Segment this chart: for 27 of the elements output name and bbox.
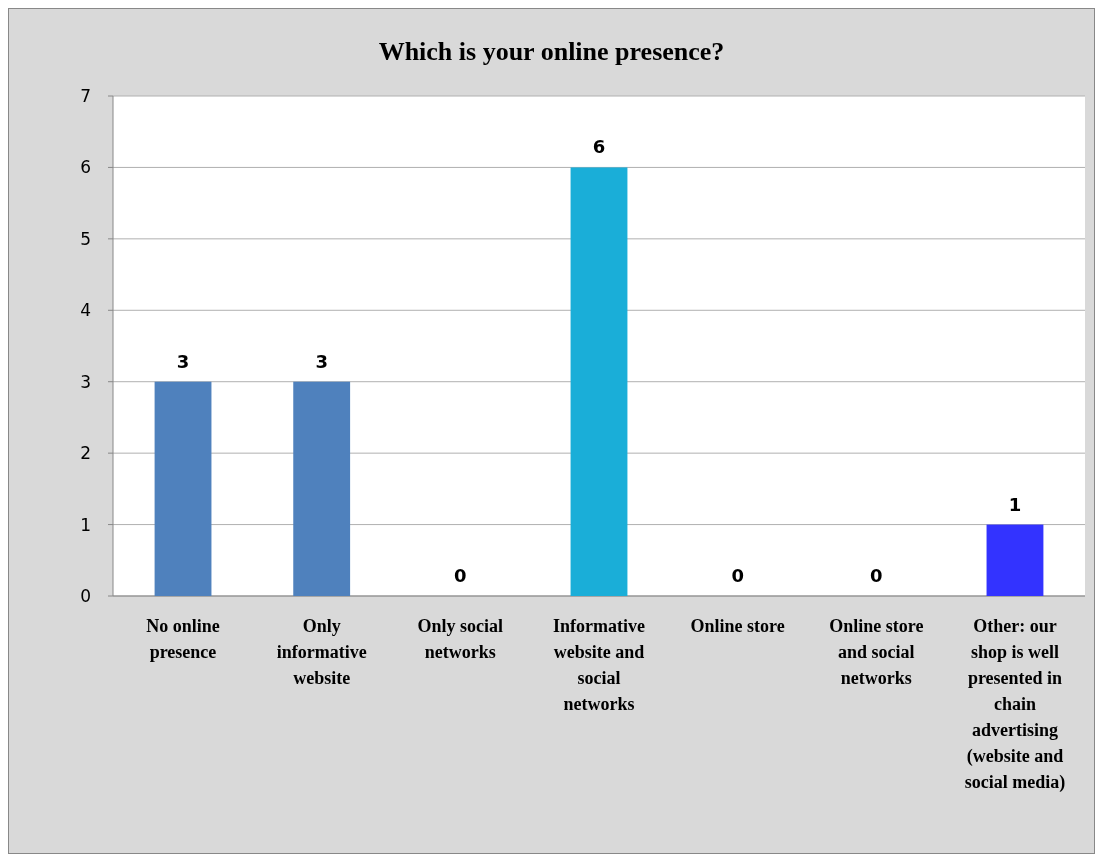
data-label: 0 — [454, 565, 467, 586]
x-tick-label: Only social networks — [417, 616, 504, 662]
data-label: 6 — [592, 136, 606, 158]
bar — [570, 167, 628, 596]
x-tick-label: Online store — [690, 616, 785, 636]
x-tick-label: Other: our shop is well presented in chain advertising (website and social media) — [964, 616, 1066, 793]
x-tick-label: Online store and social networks — [829, 616, 924, 688]
data-label: 3 — [315, 350, 328, 372]
y-tick-label: 3 — [80, 371, 91, 392]
x-tick-label: No online presence — [146, 616, 220, 662]
y-tick-label: 7 — [80, 85, 91, 106]
bar — [986, 524, 1044, 596]
y-tick-label: 5 — [80, 228, 91, 249]
bar — [293, 381, 351, 596]
y-tick-label: 2 — [80, 443, 91, 464]
x-tick-label: Informative website and social networks — [553, 616, 645, 714]
data-label: 0 — [731, 565, 744, 586]
x-tick-label: Only informative website — [276, 616, 367, 688]
data-label: 0 — [870, 565, 883, 586]
y-tick-label: 6 — [80, 157, 91, 178]
y-tick-label: 1 — [80, 514, 91, 535]
y-tick-label: 0 — [80, 585, 91, 606]
y-tick-label: 4 — [80, 300, 91, 321]
data-label: 1 — [1008, 493, 1022, 515]
data-label: 3 — [176, 350, 190, 372]
chart-title: Which is your online presence? — [378, 37, 725, 66]
bar — [154, 381, 212, 596]
